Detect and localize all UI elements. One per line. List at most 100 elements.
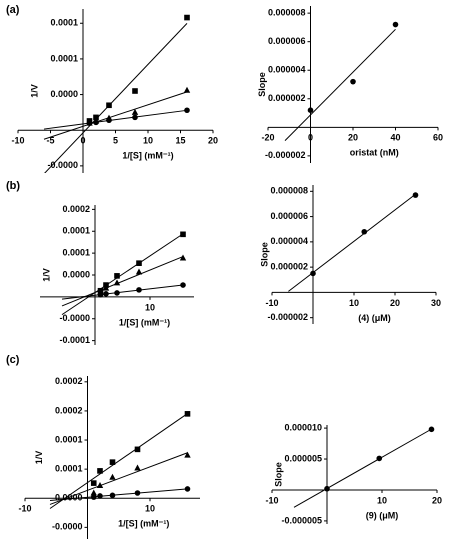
x-tick-label: 20 bbox=[390, 298, 400, 308]
y-tick-label: 0.000002 bbox=[270, 262, 308, 272]
point bbox=[102, 284, 110, 291]
chart: (a) -10 -5 0 5 10 15 20 0.0001 0.0001 0.0000 -0.000… bbox=[6, 4, 218, 173]
x-tick-label: 10 bbox=[349, 298, 359, 308]
x-tick-label: 0 bbox=[80, 136, 85, 146]
point bbox=[136, 287, 142, 293]
panel-label: (a) bbox=[6, 4, 20, 16]
x-tick-label: -10 bbox=[265, 298, 278, 308]
point bbox=[106, 117, 112, 124]
fit-line bbox=[288, 193, 416, 292]
y-tick-label: -0.000005 bbox=[281, 515, 322, 525]
point bbox=[132, 114, 138, 121]
y-tick-label: 0.0000 bbox=[62, 269, 90, 279]
y-tick-label: 0.0001 bbox=[62, 248, 90, 258]
point bbox=[97, 493, 103, 499]
chart: -10 10 20 0.000010 0.000005 -0.000005 (9) (μM)… bbox=[265, 422, 442, 525]
y-tick-label: 0.0000 bbox=[50, 89, 78, 99]
point bbox=[376, 455, 383, 462]
point bbox=[114, 290, 120, 296]
point bbox=[184, 107, 190, 114]
point bbox=[103, 291, 109, 297]
x-tick-label: 10 bbox=[145, 302, 155, 312]
point bbox=[428, 426, 435, 433]
point bbox=[134, 490, 141, 496]
point bbox=[90, 489, 97, 496]
point bbox=[134, 464, 141, 471]
fit-line bbox=[44, 23, 188, 173]
x-axis-label: 1/[S] (mM⁻¹) bbox=[119, 317, 170, 327]
point bbox=[184, 411, 191, 417]
x-tick-label: 10 bbox=[143, 136, 153, 146]
y-tick-label: 0.0001 bbox=[55, 464, 83, 474]
y-tick-label: -0.0000 bbox=[47, 160, 78, 170]
fit-line bbox=[284, 28, 396, 141]
y-tick-label: -0.0000 bbox=[52, 522, 83, 532]
point bbox=[184, 486, 191, 492]
y-tick-label: -0.0000 bbox=[59, 313, 90, 323]
y-tick-label: -0.000002 bbox=[267, 312, 308, 322]
point bbox=[90, 494, 97, 500]
x-tick-label: -10 bbox=[11, 136, 24, 146]
x-tick-label: 20 bbox=[432, 495, 442, 505]
point bbox=[106, 102, 112, 109]
y-tick-label: 0.000004 bbox=[270, 236, 308, 246]
fit-line bbox=[49, 413, 188, 509]
x-tick-label: 40 bbox=[390, 133, 400, 143]
chart: (c)-10100.00020.00020.00010.00010.0000-0… bbox=[6, 354, 200, 539]
y-axis-label: Slope bbox=[259, 242, 269, 267]
x-tick-label: 20 bbox=[348, 133, 358, 143]
x-tick-label: 30 bbox=[431, 298, 441, 308]
point bbox=[310, 270, 316, 277]
y-tick-label: 0.000008 bbox=[270, 186, 308, 196]
x-axis-label: 1/[S] (mM⁻¹) bbox=[118, 519, 169, 529]
point bbox=[392, 21, 399, 28]
y-tick-label: 0.0001 bbox=[50, 18, 78, 28]
x-tick-label: -20 bbox=[261, 133, 274, 143]
y-tick-label: 0.0002 bbox=[55, 376, 83, 386]
point bbox=[96, 481, 104, 488]
fit-line bbox=[61, 256, 184, 307]
y-tick-label: 0.0001 bbox=[50, 53, 78, 63]
point bbox=[136, 260, 142, 266]
point bbox=[134, 446, 141, 453]
point bbox=[109, 473, 116, 480]
point bbox=[97, 468, 103, 474]
point bbox=[113, 279, 121, 286]
y-tick-label: 0.000004 bbox=[268, 65, 306, 75]
y-tick-label: 0.000002 bbox=[268, 93, 306, 103]
y-tick-label: 0.000005 bbox=[284, 453, 322, 463]
fit-line bbox=[49, 488, 188, 501]
fit-line bbox=[61, 284, 184, 300]
point bbox=[132, 88, 138, 94]
point bbox=[180, 282, 186, 288]
point bbox=[90, 480, 97, 486]
point bbox=[93, 119, 99, 126]
y-axis-label: Slope bbox=[257, 72, 267, 97]
x-tick-label: 10 bbox=[145, 504, 155, 514]
x-axis-label: (4) (μM) bbox=[358, 313, 391, 323]
y-axis-label: 1/V bbox=[29, 84, 39, 98]
point bbox=[86, 120, 93, 126]
x-tick-label: 60 bbox=[433, 133, 443, 143]
x-tick-label: 15 bbox=[175, 136, 185, 146]
y-axis-label: 1/V bbox=[41, 268, 51, 282]
point bbox=[179, 254, 187, 261]
y-tick-label: 0.0002 bbox=[55, 405, 83, 415]
point bbox=[109, 492, 116, 499]
point bbox=[131, 108, 139, 115]
x-tick-label: 20 bbox=[208, 136, 218, 146]
x-axis-label: 1/[S] (mM⁻¹) bbox=[122, 151, 173, 161]
y-axis-label: Slope bbox=[273, 462, 283, 487]
y-tick-label: 0.000006 bbox=[268, 36, 306, 46]
fit-line bbox=[293, 428, 432, 508]
fit-line bbox=[61, 233, 184, 316]
x-tick-label: 0 bbox=[308, 133, 313, 143]
y-tick-label: 0.000006 bbox=[270, 211, 308, 221]
point bbox=[324, 485, 330, 492]
x-tick-label: 10 bbox=[377, 495, 387, 505]
fit-line bbox=[43, 91, 188, 140]
fit-line bbox=[43, 109, 188, 130]
x-axis-label: oristat (nM) bbox=[350, 148, 399, 158]
y-tick-label: 0.0001 bbox=[62, 226, 90, 236]
